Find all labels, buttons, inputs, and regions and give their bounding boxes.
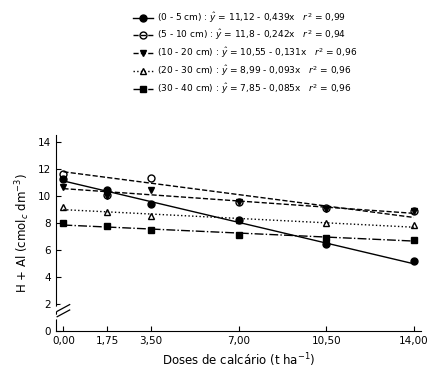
Y-axis label: H + Al (cmol$_c$ dm$^{-3}$): H + Al (cmol$_c$ dm$^{-3}$) <box>13 173 32 293</box>
Legend: (0 - 5 cm) : $\hat{y}$ = 11,12 - 0,439x   $r^2$ = 0,99, (5 - 10 cm) : $\hat{y}$ : (0 - 5 cm) : $\hat{y}$ = 11,12 - 0,439x … <box>131 8 359 98</box>
X-axis label: Doses de calcário (t ha$^{-1}$): Doses de calcário (t ha$^{-1}$) <box>162 351 315 369</box>
